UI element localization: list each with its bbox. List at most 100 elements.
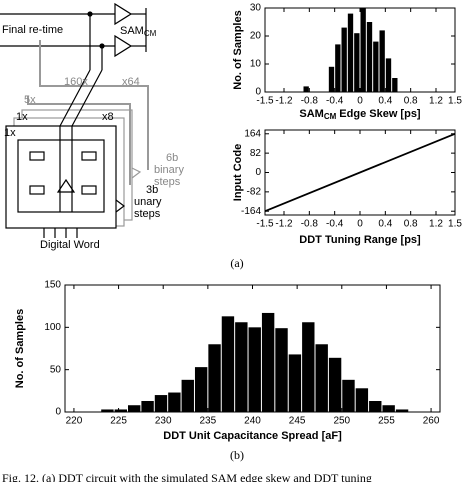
diagram-label: Final re-time: [2, 24, 63, 36]
diagram-label: 6b: [166, 152, 178, 164]
bar: [128, 405, 141, 412]
bar: [275, 328, 288, 412]
bar: [373, 41, 379, 92]
bar: [379, 30, 385, 92]
diagram-label: 1x: [4, 127, 16, 139]
x-axis-label: CM: [324, 112, 337, 121]
diagram-label: SAM: [120, 25, 144, 37]
y-tick-label: 0: [255, 167, 261, 178]
bar: [181, 379, 194, 412]
x-tick-label: 0: [357, 219, 363, 230]
bar: [328, 66, 335, 92]
x-tick-label: 0: [357, 96, 363, 107]
y-tick-label: -82: [247, 187, 262, 198]
x-tick-label: -0.4: [326, 219, 344, 230]
bar: [366, 22, 373, 92]
bar: [194, 367, 208, 412]
circuit-diagram: [0, 2, 149, 238]
x-tick-label: 230: [155, 416, 172, 427]
bar: [235, 322, 248, 412]
x-tick-label: 1.5: [448, 219, 462, 230]
bar: [303, 86, 309, 92]
bar: [347, 13, 354, 93]
bar: [382, 405, 395, 412]
bar: [354, 33, 360, 92]
x-tick-label: -1.2: [275, 96, 293, 107]
bar: [341, 27, 347, 93]
bar: [328, 357, 342, 412]
bar: [385, 58, 392, 92]
bar: [360, 8, 366, 92]
x-tick-label: -1.5: [256, 219, 274, 230]
x-tick-label: -1.5: [256, 96, 274, 107]
bar: [114, 409, 127, 412]
bar: [369, 400, 382, 412]
y-tick-label: 30: [250, 3, 262, 14]
x-tick-label: 245: [289, 416, 306, 427]
diagram-label: binary: [154, 164, 184, 176]
x-axis-label: DDT Unit Capacitance Spread [aF]: [163, 430, 342, 442]
bar: [141, 400, 154, 412]
bar: [288, 354, 302, 412]
diagram-label: steps: [134, 208, 161, 220]
x-tick-label: -1.2: [275, 219, 293, 230]
x-tick-label: 260: [423, 416, 440, 427]
y-tick-label: 20: [250, 31, 262, 42]
plot-frame: [264, 7, 456, 93]
y-tick-label: 164: [244, 128, 261, 139]
x-axis-label: Edge Skew [ps]: [339, 108, 421, 120]
x-tick-label: -0.8: [301, 96, 319, 107]
bar: [315, 344, 328, 412]
subfigure-label: (b): [230, 448, 244, 462]
x-axis-label: SAM: [299, 108, 323, 120]
bar: [221, 316, 235, 412]
subfigure-label: (a): [230, 256, 243, 270]
x-tick-label: 0.4: [378, 219, 392, 230]
bar: [168, 392, 181, 412]
bar: [355, 388, 369, 412]
diagram-label: unary: [134, 196, 162, 208]
x-tick-label: 255: [378, 416, 395, 427]
bar: [302, 322, 315, 412]
bar: [208, 344, 221, 412]
caption: Fig. 12. (a) DDT circuit with the simula…: [2, 471, 372, 482]
x-axis-label: SAMCM Edge Skew [ps]: [299, 108, 421, 121]
diagram-label: SAMCM: [120, 25, 157, 38]
y-tick-label: -164: [241, 206, 261, 217]
x-tick-label: -0.4: [326, 96, 344, 107]
line: [264, 132, 456, 213]
x-tick-label: 1.2: [429, 96, 443, 107]
diagram-label: x64: [122, 76, 140, 88]
y-axis-label: No. of Samples: [232, 10, 244, 89]
diagram-label: steps: [154, 176, 181, 188]
x-tick-label: -0.8: [301, 219, 319, 230]
y-tick-label: 100: [44, 322, 61, 333]
y-tick-label: 150: [44, 280, 61, 291]
x-tick-label: 240: [244, 416, 261, 427]
bar: [248, 327, 261, 412]
diagram-label: 5x: [24, 94, 36, 106]
bar: [261, 312, 275, 412]
y-tick-label: 82: [250, 148, 262, 159]
x-tick-label: 235: [200, 416, 217, 427]
x-axis-label: DDT Tuning Range [ps]: [299, 234, 421, 246]
x-tick-label: 220: [66, 416, 83, 427]
diagram-label: x8: [102, 111, 114, 123]
x-tick-label: 1.5: [448, 96, 462, 107]
y-tick-label: 50: [50, 364, 62, 375]
y-tick-label: 10: [250, 59, 262, 70]
x-tick-label: 250: [333, 416, 350, 427]
y-axis-label: No. of Samples: [14, 309, 26, 388]
y-axis-label: Input Code: [232, 144, 244, 201]
bar: [395, 409, 409, 412]
diagram-label: 1x: [16, 111, 28, 123]
diagram-label: Digital Word: [40, 239, 100, 251]
x-tick-label: 0.8: [404, 219, 418, 230]
bar: [392, 78, 398, 92]
bar: [101, 409, 114, 412]
diagram-label: 3b: [146, 184, 158, 196]
diagram-label: 160x: [64, 76, 88, 88]
bar: [335, 44, 341, 92]
y-tick-label: 0: [255, 87, 261, 98]
bar: [154, 395, 168, 412]
